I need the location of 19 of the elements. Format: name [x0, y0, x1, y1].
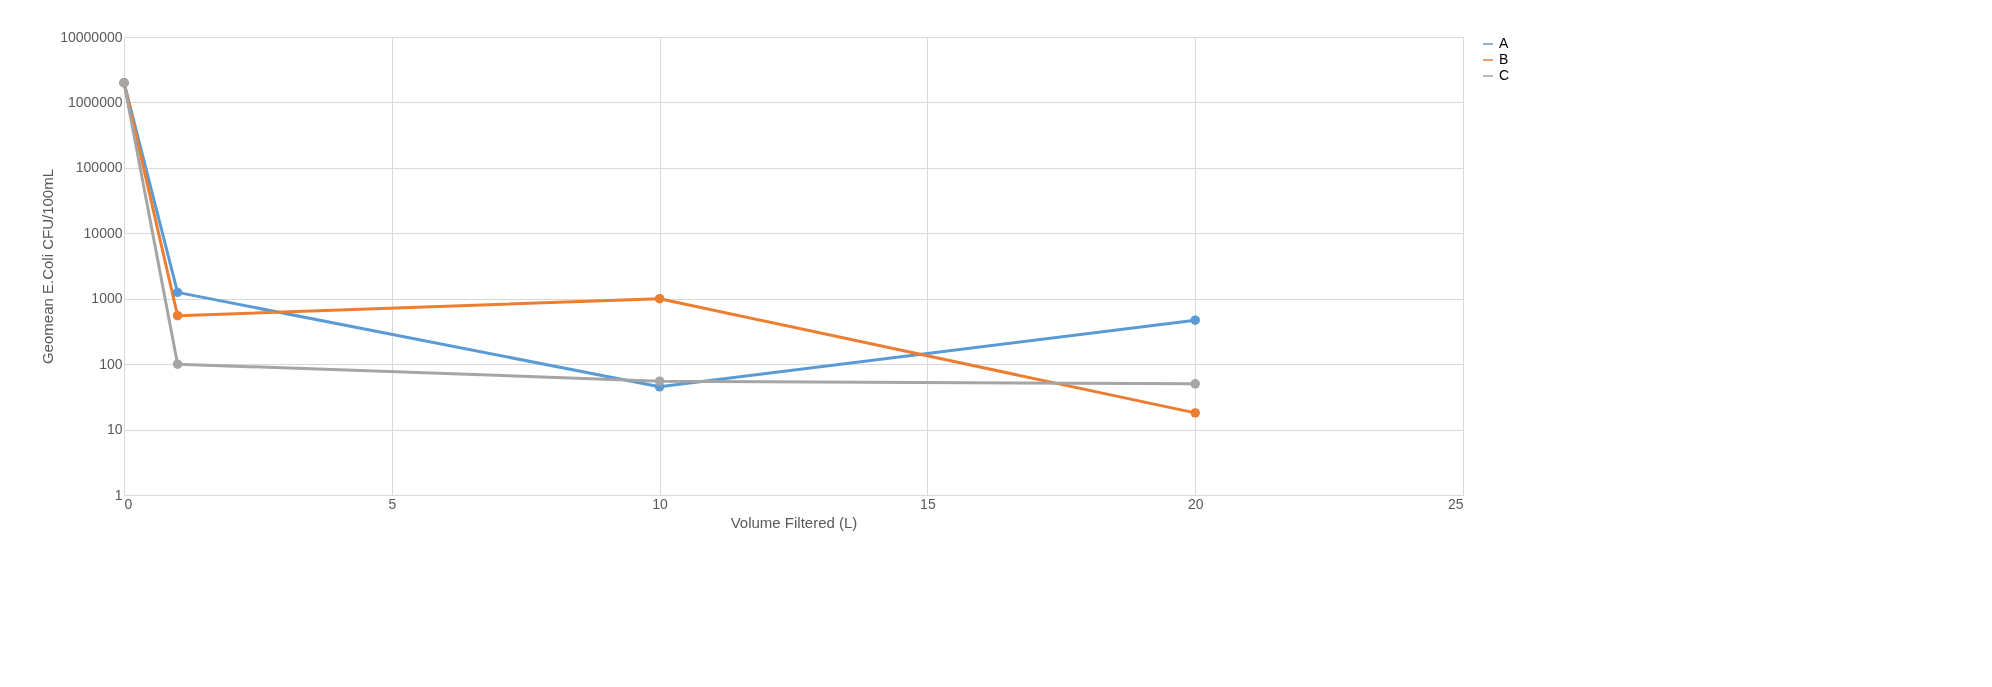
y-tick-label: 10	[106, 421, 123, 438]
y-tick-label: 10000000	[60, 28, 123, 45]
x-tick-label: 25	[1447, 495, 1464, 512]
legend-label: C	[1499, 67, 1510, 83]
x-tick-label: 5	[388, 495, 397, 512]
x-tick-label: 15	[920, 495, 936, 512]
y-tick-label: 10000	[83, 224, 123, 241]
y-tick-label: 1000000	[67, 93, 123, 110]
y-tick-label: 100	[99, 355, 123, 372]
y-tick-label: 100000	[75, 159, 123, 176]
legend-label: A	[1499, 35, 1509, 51]
x-axis-title: Volume Filtered (L)	[730, 513, 858, 531]
legend-label: B	[1499, 51, 1509, 67]
x-tick-label: 0	[124, 495, 133, 512]
y-tick-label: 1	[114, 486, 123, 503]
x-tick-label: 20	[1187, 495, 1204, 512]
y-axis-title: Geomean E.Coli CFU/100mL	[39, 168, 57, 365]
y-tick-label: 1000	[91, 290, 123, 307]
x-tick-label: 10	[652, 495, 669, 512]
